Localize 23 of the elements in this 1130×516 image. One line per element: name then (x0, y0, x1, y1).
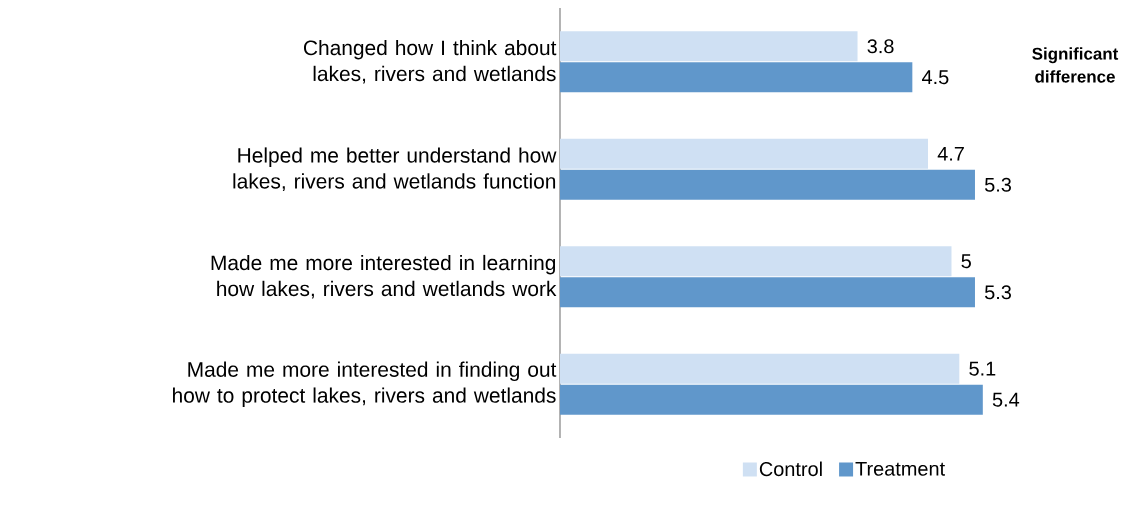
bar (559, 277, 975, 308)
legend-label: Treatment (855, 461, 945, 476)
data-label: 5.3 (984, 177, 1011, 192)
bar (559, 384, 983, 415)
data-label: 4.5 (922, 70, 949, 85)
data-label: 5.3 (984, 285, 1011, 300)
data-label: 3.8 (867, 39, 894, 54)
bar (559, 169, 975, 200)
y-tick-label: Made me more interested in learning how lakes, rivers and wetlands work (211, 254, 557, 299)
bar (559, 246, 952, 277)
bar (559, 353, 960, 384)
legend-label: Control (759, 461, 822, 477)
text: Significant difference (1032, 47, 1119, 83)
data-label: 5 (961, 254, 971, 269)
data-label: 5.4 (992, 392, 1020, 407)
data-label: 5.1 (969, 361, 996, 376)
bar (559, 62, 913, 93)
y-tick-label: Made me more interested in finding out how to protect lakes, rivers and wetlands (173, 361, 557, 407)
data-label: 4.7 (937, 146, 964, 161)
y-tick-label: Changed how I think about lakes, rivers and wetlands (303, 39, 557, 84)
y-tick-label: Helped me better understand how lakes, rivers and wetlands function (233, 147, 557, 192)
bar (559, 31, 858, 62)
bar (559, 138, 928, 169)
